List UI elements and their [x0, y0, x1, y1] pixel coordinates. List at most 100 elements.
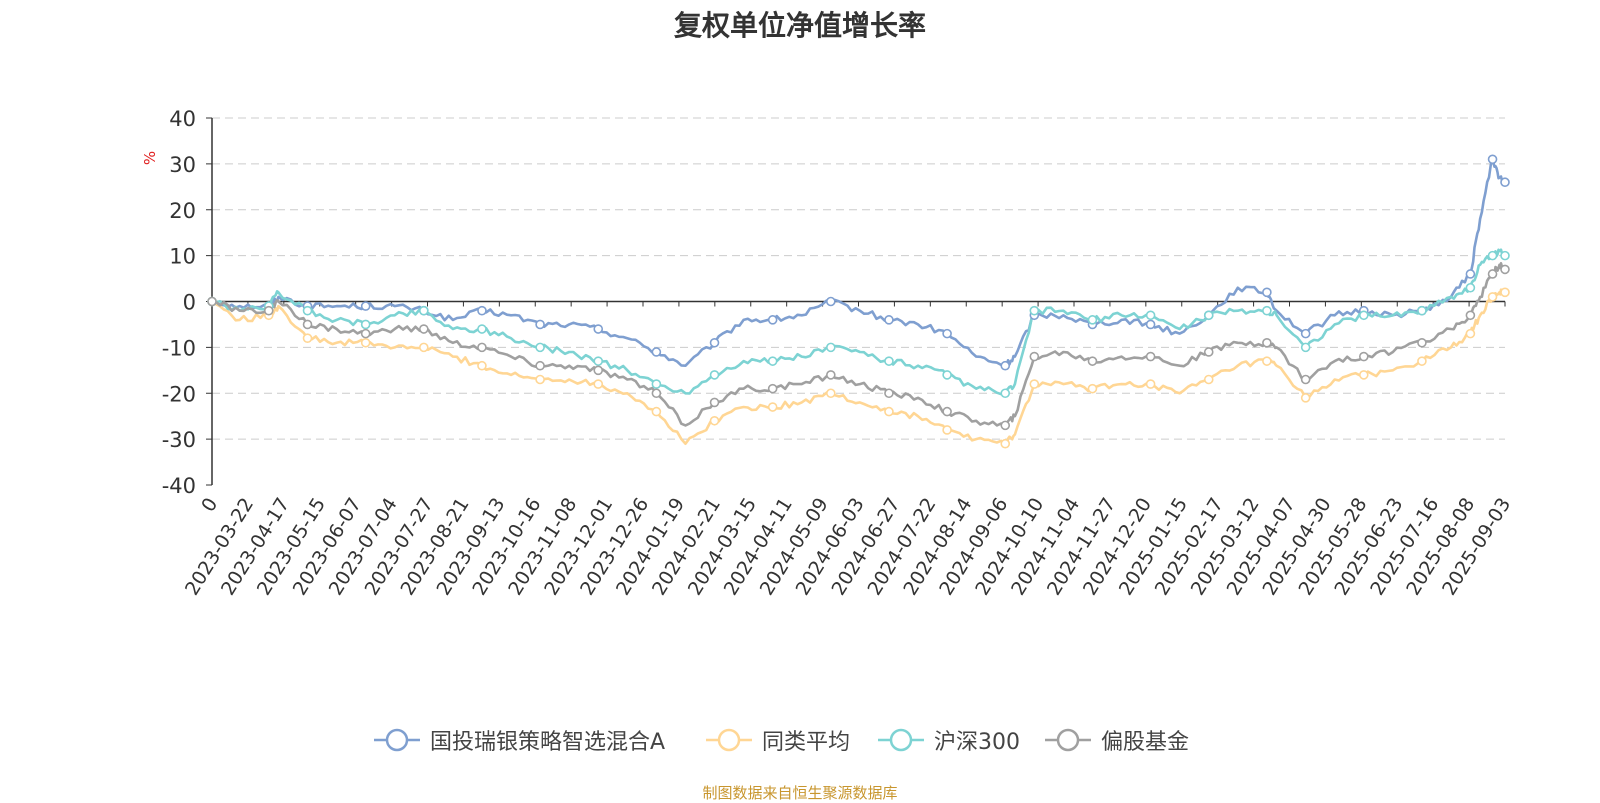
data-point	[477, 360, 487, 371]
chart-title: 复权单位净值增长率	[673, 9, 926, 42]
data-point	[1417, 337, 1427, 348]
data-point	[419, 324, 429, 334]
grid-lines	[212, 117, 1505, 440]
data-point	[767, 356, 778, 366]
data-point	[593, 365, 604, 376]
data-point	[1300, 374, 1311, 385]
source-note: 制图数据来自恒生聚源数据库	[702, 784, 898, 802]
data-point	[1000, 388, 1011, 399]
data-point	[1203, 310, 1214, 321]
data-point	[651, 379, 662, 389]
data-point	[1358, 351, 1369, 362]
data-point	[884, 356, 894, 366]
data-point	[1262, 305, 1272, 316]
data-point	[1029, 351, 1040, 362]
y-tick-label: 0	[183, 291, 196, 315]
data-point	[593, 379, 604, 389]
data-point	[767, 315, 778, 325]
data-point	[1145, 319, 1156, 330]
data-point	[1203, 347, 1214, 357]
legend-marker-icon	[1045, 728, 1091, 752]
data-point	[1262, 337, 1272, 348]
data-point	[1300, 328, 1311, 339]
data-point	[1145, 351, 1156, 362]
data-point	[360, 337, 371, 348]
data-point	[302, 305, 313, 316]
data-point	[1000, 438, 1011, 449]
data-point	[1087, 383, 1098, 394]
data-point	[1145, 310, 1156, 321]
y-tick-label: -20	[162, 382, 196, 406]
data-point	[709, 415, 720, 426]
data-point	[477, 342, 487, 353]
data-point	[1029, 379, 1040, 389]
series-line	[211, 158, 1506, 368]
legend: 国投瑞银策略智选混合A 同类平均 沪深300 偏股基金	[0, 722, 1600, 758]
data-point	[1262, 287, 1272, 298]
legend-marker-icon	[374, 728, 420, 752]
data-point	[1029, 305, 1040, 316]
legend-item[interactable]: 同类平均	[704, 722, 850, 758]
y-axis-label: %	[141, 151, 159, 165]
data-point	[1465, 282, 1476, 293]
data-point	[942, 406, 952, 417]
data-point	[360, 328, 371, 339]
data-point	[767, 383, 778, 394]
data-point	[1000, 360, 1011, 371]
data-point	[709, 370, 720, 380]
y-tick-label: -30	[162, 428, 196, 452]
data-point	[477, 305, 487, 316]
data-point	[593, 356, 604, 366]
data-point	[263, 305, 274, 316]
legend-label: 同类平均	[762, 730, 851, 755]
y-tick-label: 20	[169, 199, 196, 223]
data-point	[1300, 342, 1311, 353]
legend-marker-icon	[706, 728, 752, 752]
data-point	[942, 328, 952, 339]
data-point	[942, 425, 952, 435]
data-point	[535, 319, 545, 330]
data-point	[651, 388, 662, 399]
legend-label: 沪深300	[934, 730, 1020, 755]
y-tick-label: -40	[162, 474, 196, 498]
legend-item[interactable]: 偏股基金	[1043, 722, 1189, 758]
data-point	[419, 342, 429, 353]
data-point	[826, 342, 836, 353]
series-line	[211, 262, 1507, 427]
data-point	[1417, 305, 1427, 316]
data-point	[826, 296, 836, 307]
data-point	[1145, 379, 1156, 389]
data-point	[651, 406, 662, 417]
data-point	[826, 388, 836, 399]
y-tick-label: -10	[162, 336, 196, 360]
data-point	[360, 301, 371, 311]
data-point	[1487, 154, 1498, 165]
data-point	[942, 370, 952, 380]
data-point	[651, 347, 662, 357]
data-point	[1203, 374, 1214, 385]
data-point	[1500, 287, 1510, 298]
x-tick-label: 0	[197, 494, 222, 516]
data-point	[1500, 264, 1510, 275]
y-tick-label: 10	[169, 245, 196, 269]
data-point	[709, 337, 720, 348]
data-point	[1358, 310, 1369, 321]
data-point	[302, 333, 313, 344]
data-point	[1465, 269, 1476, 279]
legend-label: 偏股基金	[1101, 730, 1190, 755]
data-points	[207, 154, 1510, 449]
legend-item[interactable]: 国投瑞银策略智选混合A	[372, 722, 665, 758]
legend-marker-icon	[878, 728, 924, 752]
data-point	[360, 319, 371, 330]
data-point	[419, 305, 429, 316]
data-point	[1087, 356, 1098, 366]
data-point	[1358, 370, 1369, 380]
axes: -40-30-20-10010203040%02023-03-222023-04…	[141, 107, 1515, 599]
data-point	[884, 388, 894, 399]
data-point	[884, 315, 894, 325]
data-point	[826, 370, 836, 380]
data-point	[1487, 292, 1498, 302]
legend-item[interactable]: 沪深300	[876, 722, 1020, 758]
y-tick-label: 30	[169, 153, 196, 177]
